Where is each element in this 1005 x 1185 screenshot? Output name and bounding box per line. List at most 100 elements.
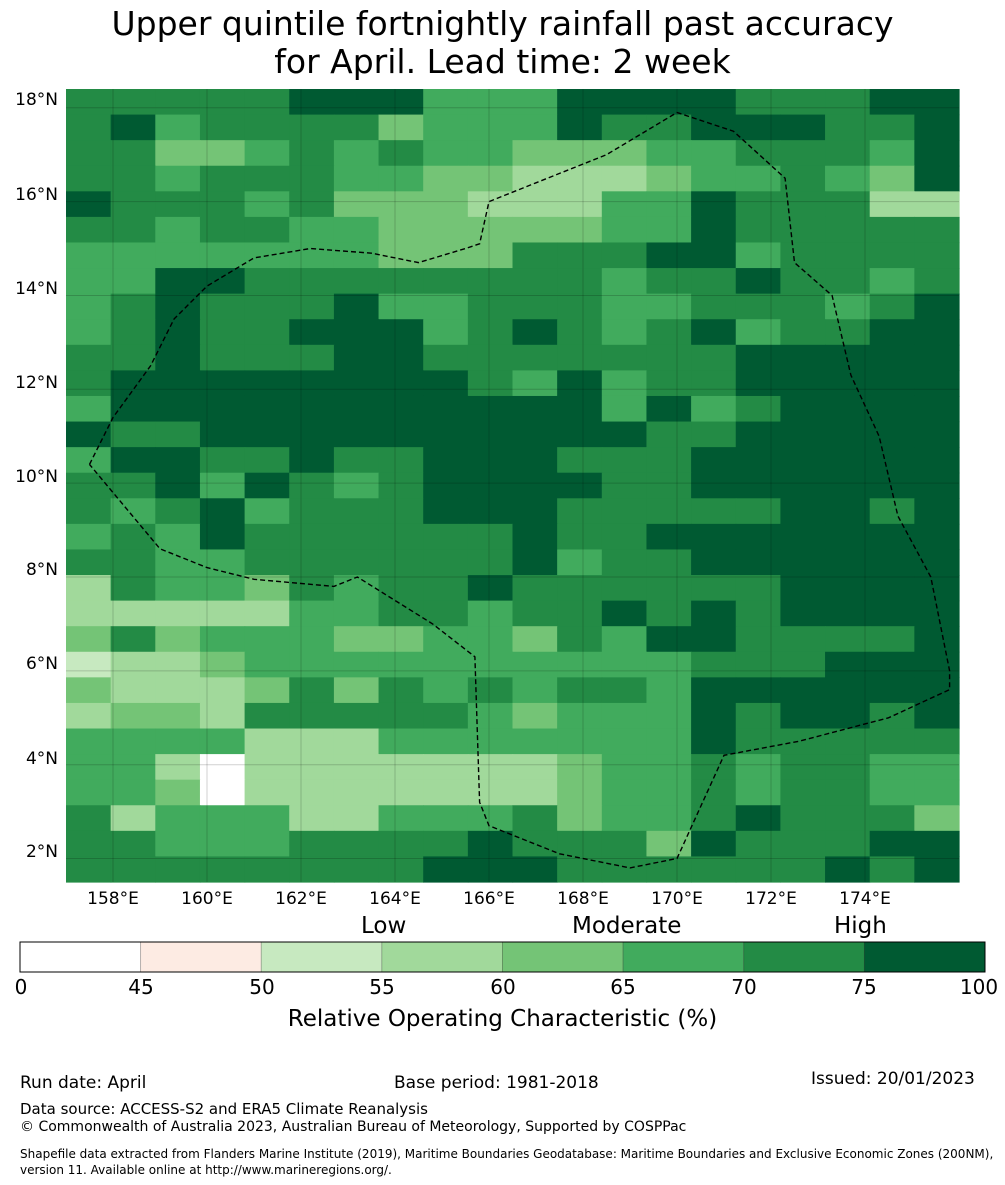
grid-cell: [735, 370, 781, 397]
data-source: Data source: ACCESS-S2 and ERA5 Climate …: [20, 1100, 428, 1118]
grid-cell: [914, 472, 960, 499]
grid-cell: [914, 268, 960, 295]
grid-cell: [155, 523, 201, 551]
grid-cell: [869, 702, 915, 730]
grid-cell: [289, 600, 335, 627]
grid-cell: [557, 575, 603, 602]
grid-cell: [467, 268, 514, 295]
grid-cell: [601, 242, 648, 269]
grid-cell: [869, 677, 915, 704]
grid-cell: [780, 575, 826, 602]
grid-cell: [914, 191, 960, 218]
grid-cell: [66, 191, 112, 218]
grid-cell: [646, 677, 692, 704]
grid-cell: [557, 677, 603, 704]
grid-cell: [199, 370, 246, 397]
grid-cell: [289, 114, 335, 141]
grid-cell: [289, 498, 335, 525]
grid-cell: [110, 242, 156, 269]
grid-cell: [557, 523, 603, 551]
grid-cell: [378, 89, 424, 116]
grid-cell: [780, 216, 826, 244]
grid-cell: [155, 370, 201, 397]
grid-cell: [244, 268, 290, 295]
grid-cell: [869, 370, 915, 397]
grid-cell: [244, 626, 290, 653]
grid-cell: [914, 421, 960, 448]
grid-cell: [512, 395, 558, 423]
grid-cell: [155, 140, 201, 167]
grid-cell: [914, 114, 960, 141]
grid-cell: [155, 216, 201, 244]
grid-cell: [423, 421, 469, 448]
grid-cell: [467, 472, 514, 499]
grid-cell: [244, 447, 290, 474]
grid-cell: [289, 779, 335, 806]
grid-cell: [557, 421, 603, 448]
grid-cell: [601, 395, 648, 423]
colorbar-swatch: [502, 941, 624, 973]
grid-cell: [691, 216, 737, 244]
grid-cell: [557, 191, 603, 218]
grid-cell: [467, 498, 514, 525]
grid-cell: [244, 651, 290, 678]
grid-cell: [601, 779, 648, 806]
grid-cell: [646, 600, 692, 627]
grid-cell: [780, 472, 826, 499]
grid-cell: [601, 626, 648, 653]
grid-cell: [467, 677, 514, 704]
grid-cell: [244, 421, 290, 448]
colorbar-tick: 50: [249, 975, 275, 999]
grid-cell: [869, 216, 915, 244]
grid-cell: [333, 600, 380, 627]
grid-cell: [333, 319, 380, 346]
grid-cell: [691, 677, 737, 704]
grid-cell: [378, 344, 424, 371]
grid-cell: [869, 575, 915, 602]
grid-cell: [110, 89, 156, 116]
grid-cell: [914, 165, 960, 192]
grid-cell: [691, 779, 737, 806]
grid-cell: [691, 140, 737, 167]
grid-cell: [110, 319, 156, 346]
grid-cell: [378, 779, 424, 806]
grid-cell: [244, 754, 290, 781]
lat-label: 6°N: [25, 654, 58, 674]
grid-cell: [780, 293, 826, 320]
grid-cell: [199, 523, 246, 551]
grid-cell: [735, 626, 781, 653]
grid-cell: [780, 856, 826, 883]
grid-cell: [869, 114, 915, 141]
grid-cell: [199, 242, 246, 269]
grid-cell: [869, 600, 915, 627]
grid-cell: [378, 370, 424, 397]
grid-cell: [512, 472, 558, 499]
copyright: © Commonwealth of Australia 2023, Austra…: [20, 1119, 687, 1135]
grid-cell: [914, 293, 960, 320]
grid-cell: [333, 472, 380, 499]
grid-cell: [601, 216, 648, 244]
grid-cell: [646, 626, 692, 653]
grid-cell: [289, 395, 335, 423]
grid-cell: [66, 242, 112, 269]
grid-cell: [467, 702, 514, 730]
grid-cell: [378, 728, 424, 755]
grid-cell: [423, 114, 469, 141]
grid-cell: [557, 268, 603, 295]
grid-cell: [110, 498, 156, 525]
grid-cell: [735, 447, 781, 474]
grid-cell: [601, 805, 648, 832]
grid-cell: [735, 600, 781, 627]
lat-label: 10°N: [15, 467, 58, 487]
lat-label: 12°N: [15, 373, 58, 393]
colorbar-tick: 70: [731, 975, 757, 999]
base-period: Base period: 1981-2018: [394, 1073, 599, 1093]
lat-label: 16°N: [15, 185, 58, 205]
grid-cell: [66, 319, 112, 346]
grid-cell: [646, 242, 692, 269]
lon-label: 168°E: [557, 889, 609, 909]
grid-cell: [423, 779, 469, 806]
grid-cell: [601, 293, 648, 320]
grid-cell: [780, 728, 826, 755]
grid-cell: [378, 319, 424, 346]
